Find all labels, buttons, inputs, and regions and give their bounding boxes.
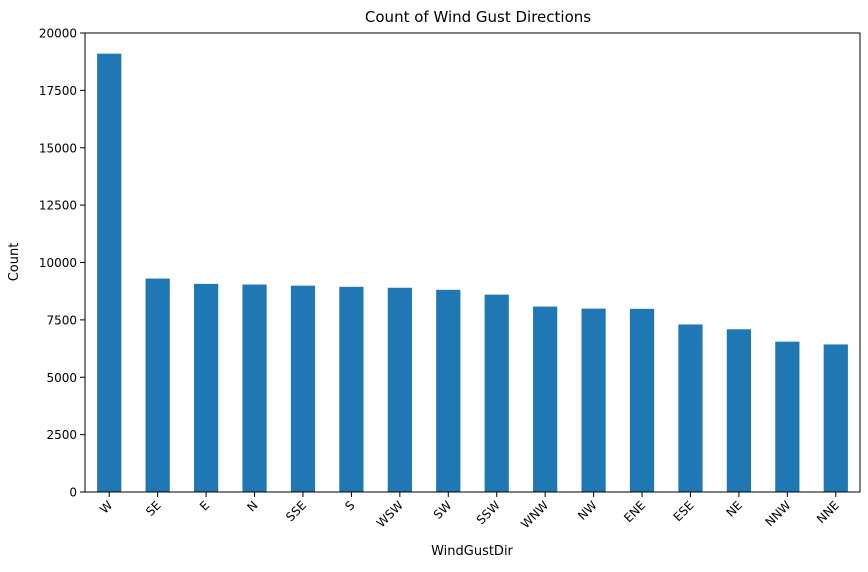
bar-sse xyxy=(290,285,316,492)
x-tick-label: WSW xyxy=(374,498,406,530)
bar-sw xyxy=(436,289,461,492)
y-tick-label: 0 xyxy=(69,486,77,500)
y-tick-label: 2500 xyxy=(46,428,77,442)
y-tick-label: 10000 xyxy=(39,256,77,270)
y-tick-label: 15000 xyxy=(39,141,77,155)
bar-w xyxy=(97,53,122,492)
bar-nne xyxy=(823,344,848,492)
x-tick-label: ESE xyxy=(671,498,697,524)
x-tick-label: W xyxy=(97,498,115,516)
bar-nnw xyxy=(775,341,800,492)
x-tick-label: SSE xyxy=(283,498,309,524)
y-axis-label: Count xyxy=(7,243,22,282)
x-tick-label: WNW xyxy=(518,498,551,531)
y-tick-label: 7500 xyxy=(46,313,77,327)
x-tick-label: SE xyxy=(143,498,164,519)
x-tick-label: S xyxy=(342,498,357,513)
bar-e xyxy=(193,283,219,492)
bar-wsw xyxy=(387,287,412,492)
bar-nw xyxy=(581,308,606,492)
x-tick-label: NNE xyxy=(814,498,842,526)
bar-ene xyxy=(629,308,655,492)
x-axis: W SE E N SSE S WSW SW SSW WNW NW ENE ESE NE NNW NNE xyxy=(97,492,842,531)
bar-se xyxy=(145,278,170,492)
bar-ese xyxy=(678,324,703,492)
bars xyxy=(97,53,848,492)
x-tick-label: SW xyxy=(431,498,455,522)
bar-s xyxy=(339,286,364,492)
y-tick-label: 12500 xyxy=(39,199,77,213)
bar-ssw xyxy=(484,294,509,492)
x-axis-label: WindGustDir xyxy=(431,544,513,559)
x-tick-label: SSW xyxy=(474,498,503,527)
x-tick-label: NNW xyxy=(762,498,793,529)
bar-ne xyxy=(726,329,752,492)
x-tick-label: E xyxy=(197,498,212,513)
y-tick-label: 17500 xyxy=(39,84,77,98)
y-tick-label: 5000 xyxy=(46,371,77,385)
x-tick-label: NE xyxy=(723,498,745,520)
bar-wnw xyxy=(533,306,558,492)
y-tick-label: 20000 xyxy=(39,27,77,41)
bar-n xyxy=(242,284,267,492)
y-axis: 0 2500 5000 7500 10000 12500 15000 17500 20000 xyxy=(39,27,85,500)
x-tick-label: N xyxy=(244,498,260,514)
chart-title: Count of Wind Gust Directions xyxy=(365,8,591,26)
x-tick-label: NW xyxy=(575,498,600,523)
plot-frame xyxy=(84,32,861,493)
x-tick-label: ENE xyxy=(621,498,648,525)
